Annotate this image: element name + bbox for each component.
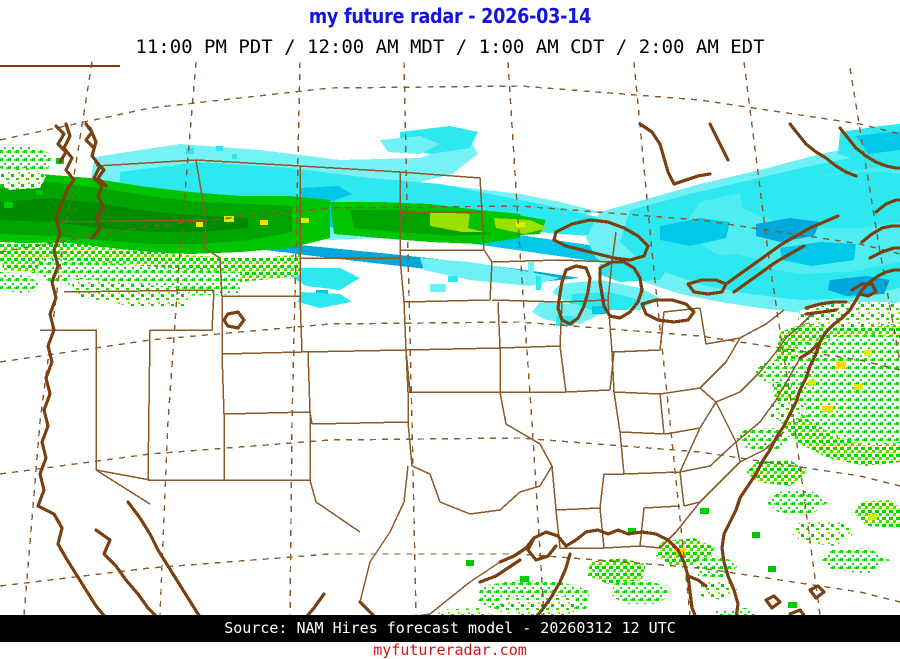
state-borders-layer [40,159,813,615]
website-link[interactable]: myfutureradar.com [373,641,527,659]
footer-bar [0,615,900,642]
coastline-layer [36,122,900,615]
radar-map[interactable] [0,62,900,615]
page-title: my future radar - 2026-03-14 [308,4,592,28]
source-text: Source: NAM Hires forecast model - 20260… [224,619,676,637]
timezone-line: 11:00 PM PDT / 12:00 AM MDT / 1:00 AM CD… [135,36,765,58]
rain-precip-layer [0,146,900,615]
map-canvas [0,62,900,615]
